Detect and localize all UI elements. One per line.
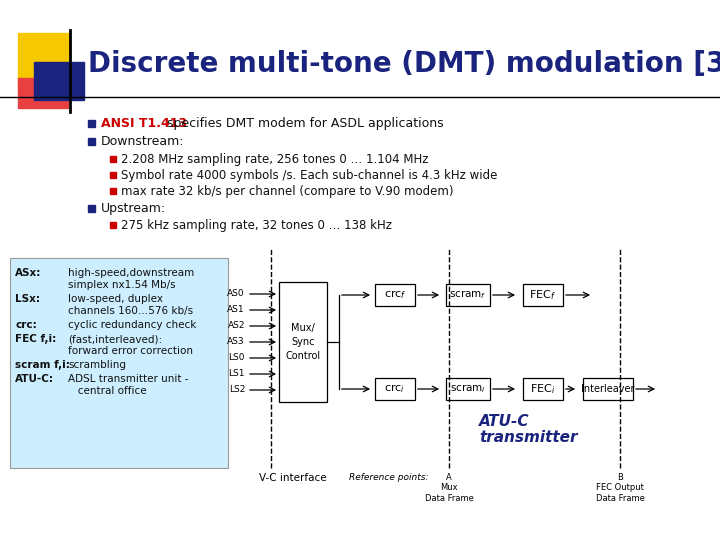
Text: B
FEC Output
Data Frame: B FEC Output Data Frame (595, 473, 644, 503)
Text: LS2: LS2 (229, 386, 245, 395)
Text: A
Mux
Data Frame: A Mux Data Frame (425, 473, 474, 503)
Text: low-speed, duplex
channels 160…576 kb/s: low-speed, duplex channels 160…576 kb/s (68, 294, 193, 315)
Text: (fast,interleaved):
forward error correction: (fast,interleaved): forward error correc… (68, 334, 193, 356)
Text: Sync: Sync (292, 337, 315, 347)
Text: V-C interface: V-C interface (259, 473, 327, 483)
Bar (446, 284, 490, 306)
Bar (34, 62, 84, 100)
Text: Reference points:: Reference points: (349, 473, 428, 482)
Text: 275 kHz sampling rate, 32 tones 0 … 138 kHz: 275 kHz sampling rate, 32 tones 0 … 138 … (121, 219, 392, 232)
Text: cyclic redundancy check: cyclic redundancy check (68, 320, 197, 330)
Text: AS1: AS1 (228, 306, 245, 314)
Bar (88, 205, 95, 212)
Text: AS0: AS0 (228, 289, 245, 299)
Text: LS0: LS0 (228, 354, 245, 362)
Bar (279, 282, 327, 402)
Text: Upstream:: Upstream: (101, 202, 166, 215)
Text: specifies DMT modem for ASDL applications: specifies DMT modem for ASDL application… (163, 117, 444, 130)
Text: 2.208 MHz sampling rate, 256 tones 0 … 1.104 MHz: 2.208 MHz sampling rate, 256 tones 0 … 1… (121, 152, 428, 165)
Text: FEC f,i:: FEC f,i: (15, 334, 56, 344)
Text: crc$_f$: crc$_f$ (384, 288, 406, 301)
Text: FEC$_f$: FEC$_f$ (529, 288, 557, 302)
Bar (375, 378, 415, 400)
Text: high-speed,downstream
simplex nx1.54 Mb/s: high-speed,downstream simplex nx1.54 Mb/… (68, 268, 194, 289)
Bar (375, 284, 415, 306)
Text: Mux/: Mux/ (291, 323, 315, 333)
Text: crc$_i$: crc$_i$ (384, 383, 405, 395)
Bar (110, 172, 116, 178)
Text: transmitter: transmitter (479, 430, 577, 445)
Bar (583, 378, 633, 400)
Text: ANSI T1.413: ANSI T1.413 (101, 117, 187, 130)
Bar (88, 138, 95, 145)
Text: scram f,i:: scram f,i: (15, 360, 70, 370)
Text: Interleaver: Interleaver (581, 384, 635, 394)
Text: crc:: crc: (15, 320, 37, 330)
Bar (88, 120, 95, 127)
Text: Downstream:: Downstream: (101, 135, 184, 148)
Bar (10, 258, 228, 468)
Text: AS3: AS3 (228, 338, 245, 347)
Text: ASx:: ASx: (15, 268, 41, 278)
Bar (110, 156, 116, 162)
Text: scram$_i$: scram$_i$ (450, 383, 486, 395)
Bar (446, 378, 490, 400)
Text: ATU-C:: ATU-C: (15, 374, 54, 384)
Text: Symbol rate 4000 symbols /s. Each sub-channel is 4.3 kHz wide: Symbol rate 4000 symbols /s. Each sub-ch… (121, 168, 498, 181)
Text: LS1: LS1 (228, 369, 245, 379)
Bar (523, 284, 563, 306)
Text: LSx:: LSx: (15, 294, 40, 304)
Text: AS2: AS2 (228, 321, 245, 330)
Text: scrambling: scrambling (68, 360, 126, 370)
Bar (110, 188, 116, 194)
Text: Control: Control (285, 351, 320, 361)
Text: Discrete multi-tone (DMT) modulation [3]: Discrete multi-tone (DMT) modulation [3] (88, 50, 720, 78)
Bar (18, 78, 68, 108)
Bar (110, 222, 116, 228)
Text: ATU-C: ATU-C (479, 415, 530, 429)
Bar (18, 33, 70, 85)
Text: ADSL transmitter unit -
   central office: ADSL transmitter unit - central office (68, 374, 189, 396)
Text: max rate 32 kb/s per channel (compare to V.90 modem): max rate 32 kb/s per channel (compare to… (121, 185, 454, 198)
Text: FEC$_i$: FEC$_i$ (531, 382, 556, 396)
Bar (523, 378, 563, 400)
Text: scram$_f$: scram$_f$ (449, 288, 487, 301)
